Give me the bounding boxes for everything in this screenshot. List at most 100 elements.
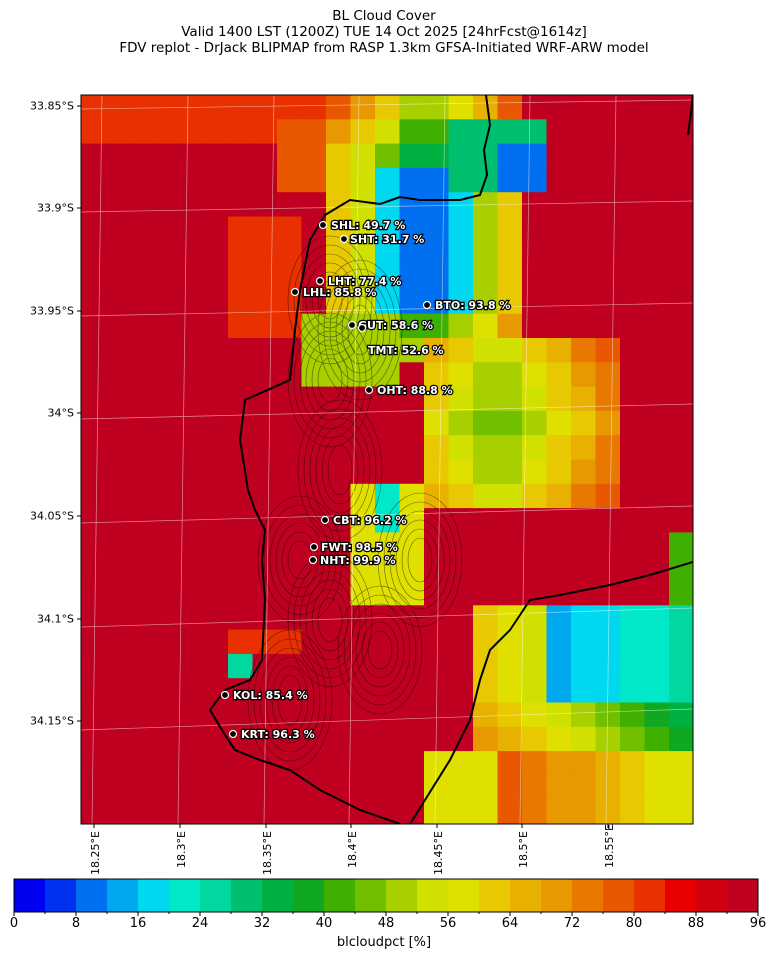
cloud-cell [424,410,450,436]
cloud-cell [399,119,425,145]
cloud-cell [522,605,548,631]
cloud-cell [595,313,621,339]
cloud-cell [620,143,646,169]
station-marker[interactable] [308,555,318,565]
cloud-cell [81,435,107,461]
cloud-cell [522,338,548,363]
station-marker[interactable] [318,220,328,230]
station-marker[interactable] [309,542,319,552]
cloud-cell [154,702,180,728]
station-krt[interactable]: KRT: 96.3 % [228,727,316,742]
cloud-cell [644,556,670,582]
cloud-cell [546,775,572,801]
cloud-cell [105,338,131,363]
cloud-cell [105,167,131,193]
station-marker[interactable] [347,320,357,330]
cloud-cell [130,775,156,801]
cloud-cell [203,532,229,558]
cloud-cell [497,653,523,679]
cloud-cell [130,338,156,363]
cloud-cell [669,751,693,776]
cloud-cell [669,459,693,485]
cloud-cell [277,167,303,193]
cloud-cell [252,678,278,704]
terrain-contour [299,253,361,347]
terrain-contour [309,417,371,523]
cloud-cell [448,289,474,315]
cloud-cell [473,362,499,388]
cloud-cell [228,240,254,266]
cloud-cell [105,216,131,242]
x-tick-label: 18.4°E [346,831,359,868]
cloud-cell [105,192,131,218]
cloud-cell [81,799,107,824]
cloud-cell [571,386,597,412]
cloud-cell [595,143,621,169]
cloud-cell [203,629,229,655]
station-fwt[interactable]: FWT: 98.5 % [309,540,399,555]
cloud-cell [669,483,693,509]
cloud-cell [203,192,229,218]
station-marker[interactable] [315,276,325,286]
station-label: CBT: 96.2 % [333,514,407,527]
station-gut[interactable]: GUT: 58.6 % [347,318,434,333]
station-tmt[interactable]: TMT: 52.6 % [357,323,445,358]
cloud-cell [277,216,303,242]
station-lht[interactable]: LHT: 77.4 % [315,274,403,289]
cloud-cell [595,556,621,582]
cloud-cell [203,362,229,388]
cloud-cell [350,95,376,120]
cloud-cell [595,775,621,801]
cloud-cell [130,386,156,412]
station-bto[interactable]: BTO: 93.8 % [422,298,512,313]
cloud-cell [522,435,548,461]
station-marker[interactable] [290,287,300,297]
cloud-cell [448,95,474,120]
cloud-cell [448,410,474,436]
cloud-cell [546,95,572,120]
cloud-cell [154,338,180,363]
title-line-1: BL Cloud Cover [332,8,436,24]
cloud-cell [277,532,303,558]
cloud-cell [228,605,254,631]
station-sht[interactable]: SHT: 31.7 % [339,232,426,247]
station-marker[interactable] [228,729,238,739]
cloud-cell [252,167,278,193]
station-marker[interactable] [422,300,432,310]
cloud-cell [81,653,107,679]
station-marker[interactable] [357,323,367,333]
station-marker[interactable] [364,385,374,395]
cloud-cell [620,362,646,388]
cloud-cell [595,508,621,533]
cloud-cell [203,799,229,824]
cloud-cell [424,216,450,242]
cloud-cell [448,799,474,824]
cloud-cell [130,751,156,776]
station-shl[interactable]: SHL: 49.7 % [318,218,407,233]
cloud-cell [546,605,572,631]
station-label: BTO: 93.8 % [435,299,510,312]
station-kol[interactable]: KOL: 85.4 % [220,688,309,703]
station-cbt[interactable]: CBT: 96.2 % [320,513,408,528]
cloud-cell [399,265,425,290]
cloud-cell [105,653,131,679]
terrain-contour [271,665,309,735]
cloud-cell [497,508,523,533]
cloud-cell [326,678,352,704]
station-oht[interactable]: OHT: 88.8 % [364,383,454,398]
station-marker[interactable] [220,690,230,700]
cloud-cell [595,167,621,193]
cloud-cell [375,702,401,728]
station-nht[interactable]: NHT: 99.9 % [308,553,397,568]
cloud-cell [399,435,425,461]
terrain-contour [329,277,391,383]
station-lhl[interactable]: LHL: 85.8 % [290,285,378,300]
station-marker[interactable] [320,515,330,525]
station-marker[interactable] [339,234,349,244]
cloud-cell [399,143,425,169]
cloud-cell [424,508,450,533]
cloud-cell [154,313,180,339]
cloud-cell [546,726,572,752]
cloud-cell [154,240,180,266]
cloud-cell [350,726,376,752]
